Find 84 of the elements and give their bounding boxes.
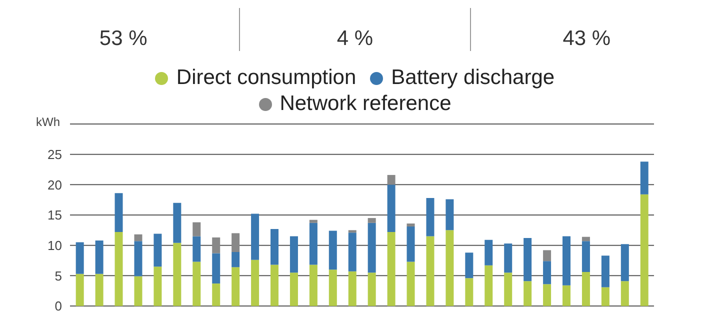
bar — [348, 230, 356, 233]
bar — [465, 278, 474, 306]
bar — [446, 199, 454, 230]
bar — [348, 232, 356, 272]
bar — [484, 240, 493, 266]
bar — [640, 162, 648, 194]
y-tick-label: 15 — [48, 208, 62, 223]
bar — [173, 242, 182, 306]
bar — [387, 174, 396, 185]
bar — [134, 241, 142, 276]
bar — [524, 238, 532, 282]
bar — [368, 222, 376, 273]
y-tick-label: 5 — [54, 268, 62, 284]
y-tick-label: 25 — [48, 146, 62, 162]
bar — [426, 198, 434, 236]
y-axis-title: kWh — [36, 115, 60, 129]
bar — [465, 252, 474, 278]
bar — [251, 260, 260, 306]
bar — [114, 232, 123, 306]
bar — [309, 264, 318, 306]
bar — [601, 287, 610, 306]
y-tick-label: 10 — [48, 238, 62, 253]
bar — [543, 261, 552, 284]
bar — [134, 234, 142, 242]
bar — [446, 230, 454, 306]
text: 4 % — [336, 27, 374, 51]
bar — [290, 236, 298, 273]
text: 53 % — [99, 27, 148, 51]
bar — [328, 270, 337, 306]
bar — [426, 236, 434, 306]
legend-label: Network reference — [280, 92, 452, 116]
bar — [348, 271, 356, 306]
bar — [212, 284, 220, 306]
bar — [406, 226, 415, 262]
y-tick-label: 0 — [54, 298, 62, 314]
bar — [620, 244, 629, 282]
bar — [95, 274, 104, 306]
bar — [270, 228, 279, 265]
bar — [406, 262, 415, 306]
bar — [76, 274, 84, 306]
bar — [192, 236, 201, 262]
bar — [212, 237, 220, 254]
y-tick-label: 20 — [48, 177, 62, 192]
bar — [601, 256, 610, 288]
bar — [387, 232, 396, 306]
bar — [582, 241, 590, 272]
bar — [134, 276, 142, 306]
bar — [232, 252, 240, 268]
legend-label: Direct consumption — [176, 66, 356, 90]
bar — [484, 265, 493, 306]
bar — [154, 234, 162, 267]
bar — [290, 272, 298, 306]
bar — [582, 236, 590, 242]
bar — [251, 214, 260, 260]
bar — [387, 184, 396, 232]
bar — [562, 236, 571, 286]
bar — [620, 281, 629, 306]
bar — [368, 218, 376, 223]
bar — [192, 222, 201, 236]
bar — [114, 193, 123, 232]
bar — [232, 267, 240, 306]
bar — [562, 285, 571, 306]
bar — [504, 244, 512, 273]
bar — [154, 266, 162, 306]
bar — [309, 222, 318, 265]
bar — [582, 272, 590, 306]
bar — [95, 240, 104, 274]
bar — [640, 194, 648, 306]
bar — [270, 264, 279, 306]
bar — [192, 262, 201, 306]
bar — [309, 220, 318, 223]
bar — [232, 233, 240, 252]
bar — [406, 223, 415, 227]
bar — [504, 272, 512, 306]
bar — [524, 281, 532, 306]
legend-label: Battery discharge — [391, 66, 555, 90]
bar — [212, 253, 220, 284]
bar — [76, 242, 84, 274]
bar — [328, 230, 337, 270]
bar — [543, 250, 552, 262]
bar — [173, 202, 182, 243]
bar — [368, 272, 376, 306]
bar — [543, 284, 552, 306]
text: 43 % — [562, 27, 611, 51]
